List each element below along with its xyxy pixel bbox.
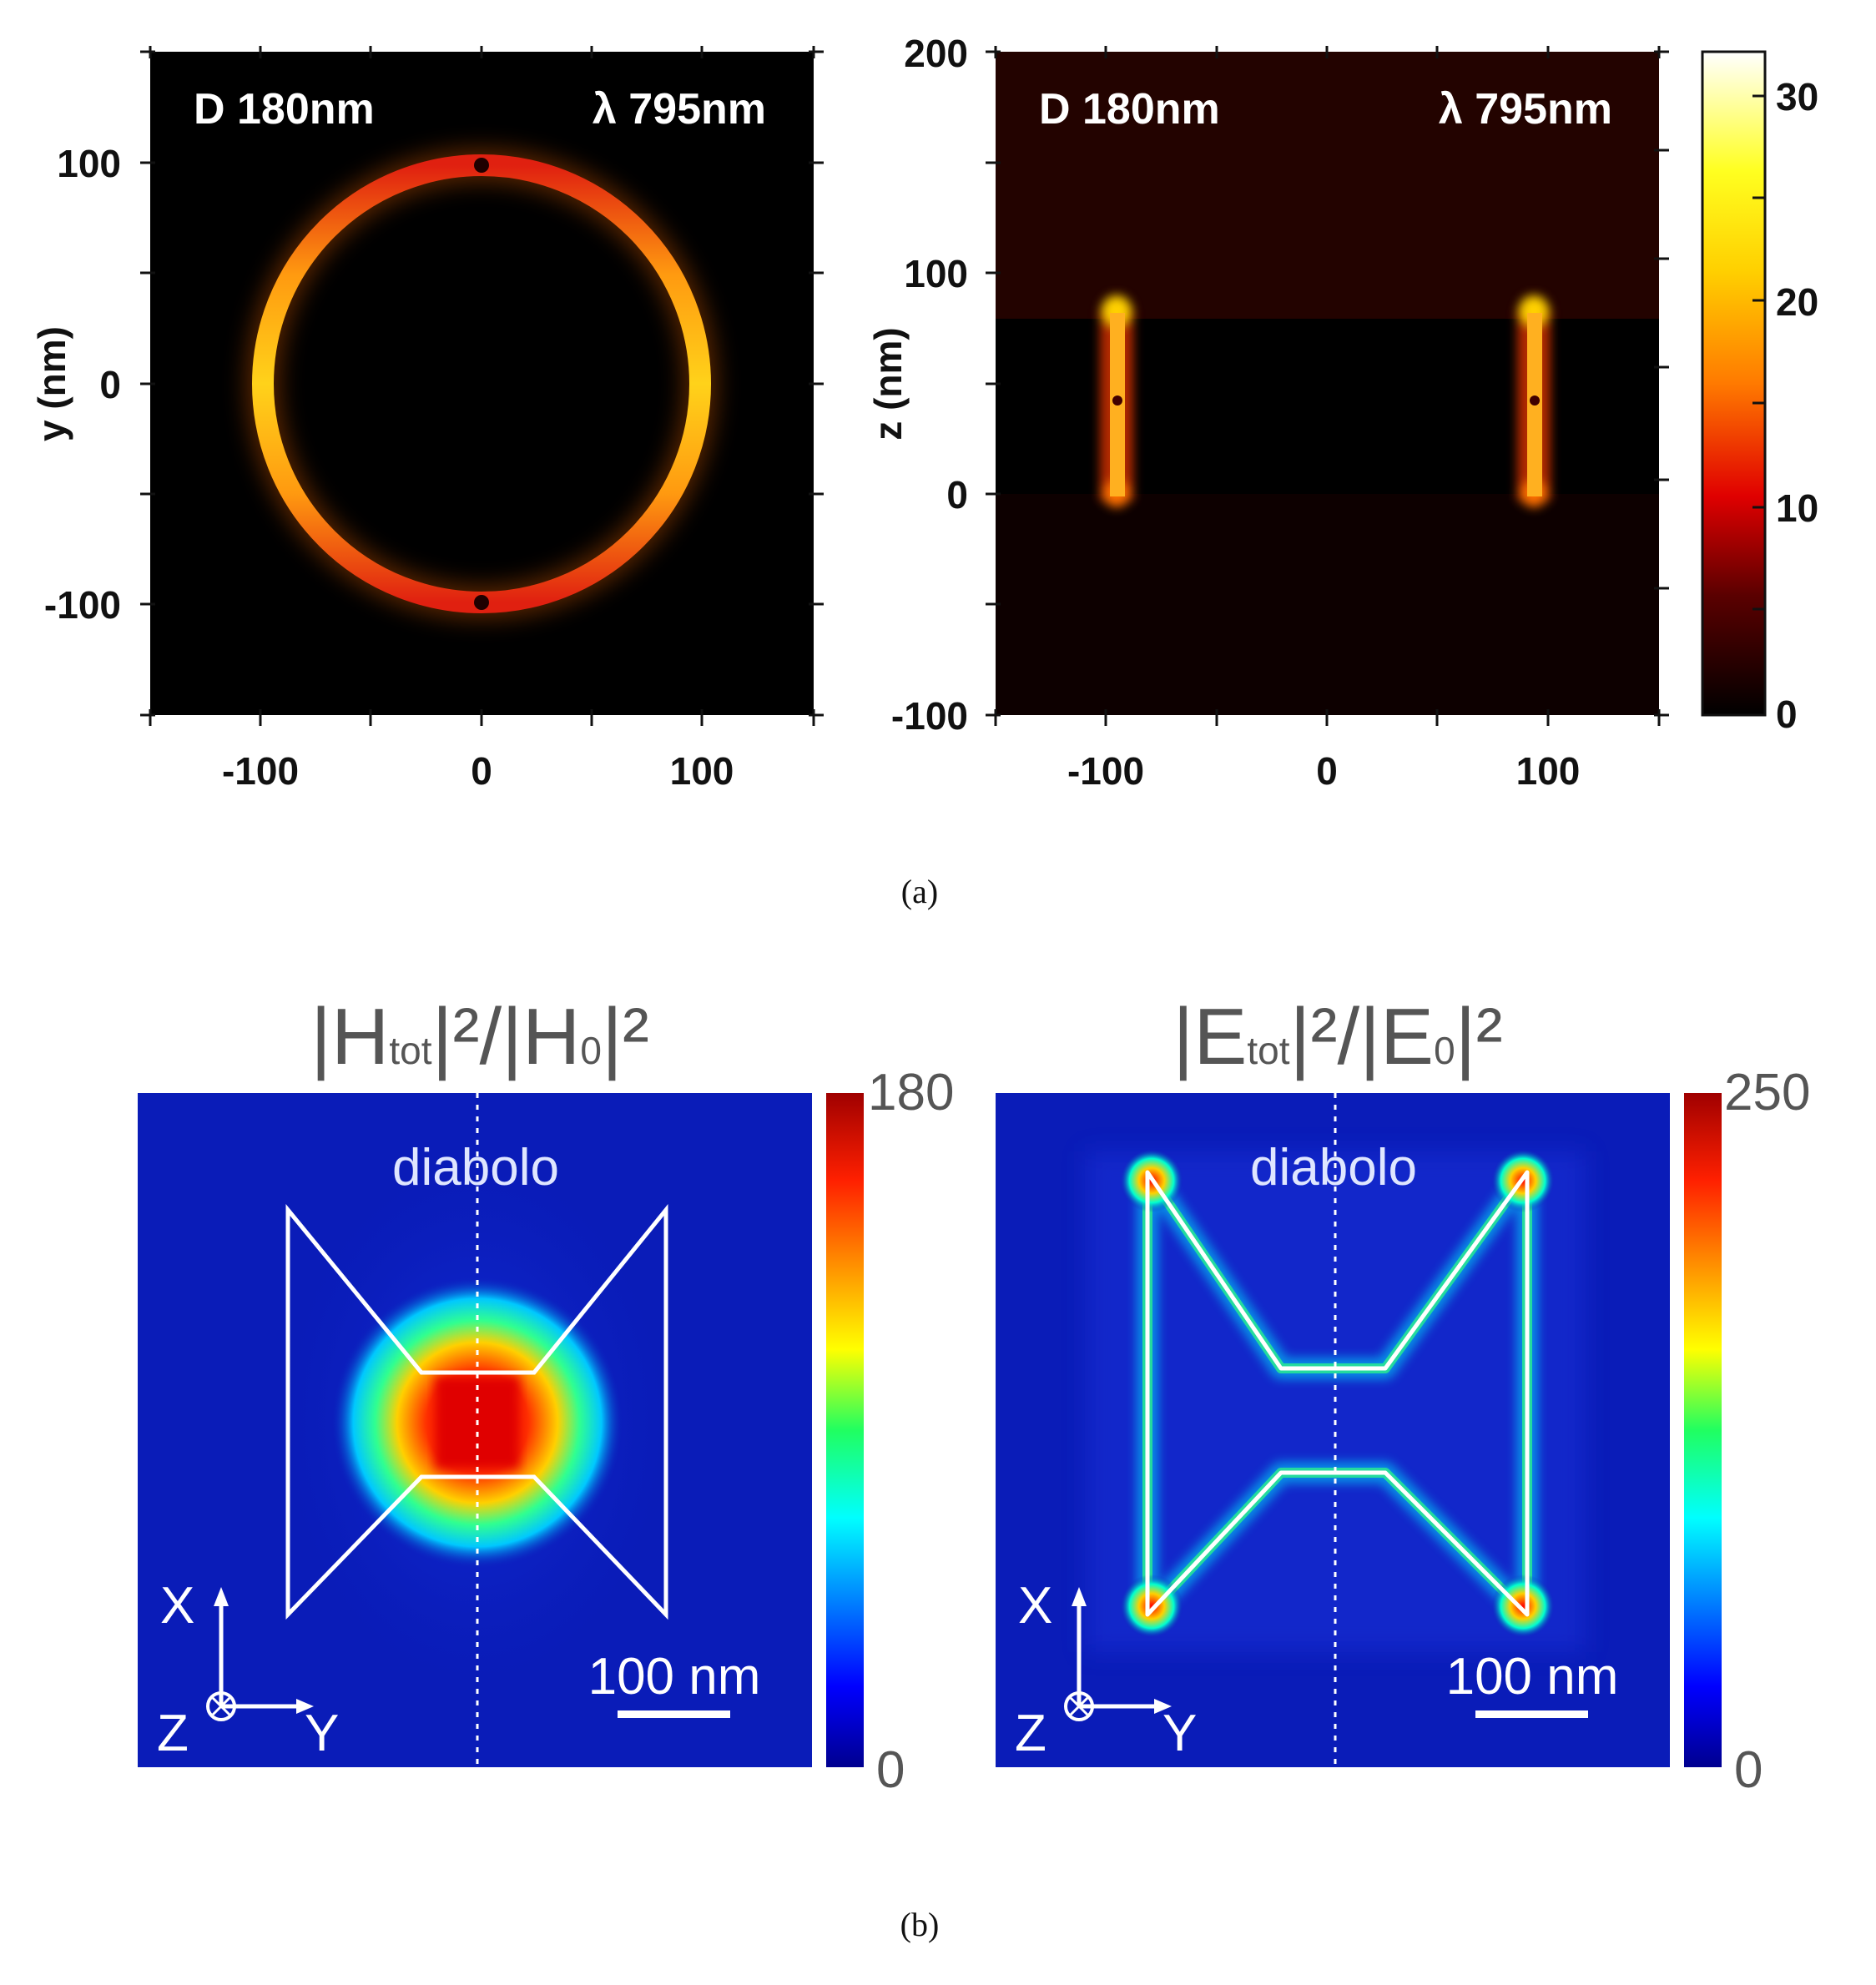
- x-tick-label: 100: [1516, 749, 1581, 793]
- y-axis-label: z (nm): [866, 327, 910, 440]
- panel-a-colorbar: 30 20 10 0: [1701, 50, 1818, 736]
- plot-title: |Htot|²/|H0|²: [310, 992, 649, 1081]
- colorbar-min-label: 0: [876, 1741, 905, 1799]
- colorbar-gradient: [1684, 1093, 1722, 1767]
- colorbar-gradient: [1701, 50, 1767, 717]
- diameter-label: D 180nm: [194, 85, 375, 134]
- axis-label-x: X: [160, 1577, 194, 1635]
- wavelength-label: λ 795nm: [593, 85, 766, 134]
- y-tick-label: -100: [891, 694, 968, 738]
- x-tick-label: 100: [670, 749, 734, 793]
- panel-b-caption: (b): [900, 1906, 940, 1943]
- panel-a-caption: (a): [901, 873, 938, 910]
- axis-label-z: Z: [157, 1705, 189, 1762]
- axis-label-y: Y: [305, 1705, 339, 1762]
- y-axis-label: y (nm): [30, 326, 73, 441]
- y-tick-label: 0: [99, 363, 121, 406]
- wavelength-label: λ 795nm: [1439, 85, 1612, 134]
- structure-label: diabolo: [392, 1139, 559, 1197]
- panel-b-left-plot: |Htot|²/|H0|² diabolo X Y Z 100 nm 180: [138, 992, 954, 1799]
- panel-a-left-plot: D 180nm λ 795nm -100 0 100 100 0 -100 y: [30, 46, 824, 793]
- corner-hotspot: [1491, 1574, 1555, 1638]
- x-tick-label: 0: [1316, 749, 1338, 793]
- structure-label: diabolo: [1250, 1139, 1417, 1197]
- scalebar: [618, 1710, 730, 1718]
- wall-node: [1112, 395, 1122, 406]
- colorbar-ticks: [1752, 94, 1765, 611]
- diabolo-outline: [285, 1203, 668, 1620]
- x-tick-label: -100: [222, 749, 299, 793]
- x-tick-label: 0: [471, 749, 492, 793]
- upper-field-region: [996, 52, 1659, 319]
- substrate-region: [996, 494, 1659, 715]
- colorbar-tick-label: 0: [1776, 693, 1798, 736]
- x-tick-label: -100: [1067, 749, 1144, 793]
- coordinate-axes: [1064, 1587, 1172, 1721]
- colorbar-gradient: [826, 1093, 864, 1767]
- colorbar-max-label: 180: [868, 1064, 954, 1121]
- plot-title: |Etot|²/|E0|²: [1172, 992, 1502, 1081]
- scalebar: [1475, 1710, 1588, 1718]
- y-tick-label: 0: [946, 473, 968, 516]
- axis-label-z: Z: [1015, 1705, 1046, 1762]
- colorbar-tick-label: 20: [1776, 280, 1818, 324]
- colorbar-tick-label: 30: [1776, 75, 1818, 118]
- y-tick-label: -100: [44, 583, 121, 627]
- film-region: [996, 319, 1659, 494]
- ring-node-top: [474, 158, 489, 173]
- axis-label-y: Y: [1162, 1705, 1197, 1762]
- panel-a-right-plot: D 180nm λ 795nm -100 0 100 200 100 0 -10…: [866, 32, 1669, 793]
- panel-b-right-plot: |Etot|²/|E0|² diabolo X Y Z 100 nm 250: [996, 992, 1810, 1799]
- coordinate-axes: [206, 1587, 314, 1721]
- colorbar-max-label: 250: [1724, 1064, 1810, 1121]
- ring-node-bottom: [474, 595, 489, 610]
- wall-node: [1530, 395, 1540, 406]
- tick-marks: [140, 46, 824, 726]
- axis-label-x: X: [1018, 1577, 1052, 1635]
- scalebar-label: 100 nm: [1446, 1648, 1619, 1705]
- colorbar-tick-label: 10: [1776, 486, 1818, 530]
- diabolo-outline: [1145, 1170, 1530, 1617]
- y-tick-label: 100: [904, 252, 968, 295]
- colorbar-min-label: 0: [1734, 1741, 1763, 1799]
- scalebar-label: 100 nm: [588, 1648, 761, 1705]
- y-tick-label: 100: [57, 142, 121, 185]
- diameter-label: D 180nm: [1039, 85, 1220, 134]
- y-tick-label: 200: [904, 32, 968, 75]
- tick-marks: [986, 46, 1669, 726]
